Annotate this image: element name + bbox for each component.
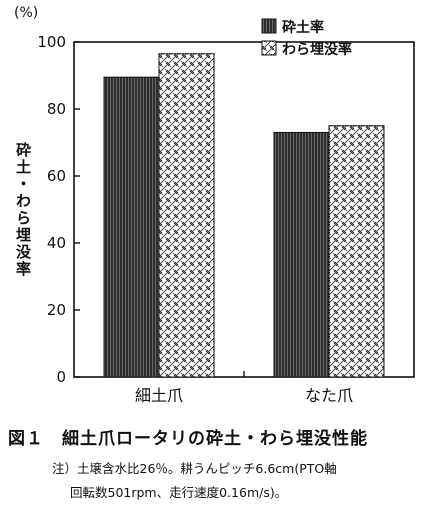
y-tick-label: 100 bbox=[37, 33, 66, 51]
bar-わら埋没率-なた爪 bbox=[328, 125, 385, 378]
bars bbox=[103, 53, 385, 378]
y-tick-label: 0 bbox=[56, 368, 66, 386]
y-axis-unit: (%) bbox=[14, 5, 39, 21]
axes bbox=[73, 41, 415, 378]
y-tick-label: 80 bbox=[47, 100, 66, 118]
y-tick-label: 20 bbox=[47, 301, 66, 319]
bar-砕土率-なた爪 bbox=[273, 131, 330, 378]
legend-label: 砕土率 bbox=[282, 19, 324, 36]
axis-labels: 0 20 40 60 80 100 細土爪 なた爪 bbox=[37, 33, 353, 405]
bar-わら埋没率-細土爪 bbox=[158, 53, 215, 378]
figure-note-line-1: 注）土壌含水比26％。耕うんピッチ6.6cm(PTO軸 bbox=[52, 461, 337, 476]
bar-砕土率-細土爪 bbox=[103, 76, 160, 378]
y-tick-label: 40 bbox=[47, 234, 66, 252]
x-tick-label: 細土爪 bbox=[135, 386, 183, 405]
legend-swatch bbox=[261, 18, 277, 34]
legend-label: わら埋没率 bbox=[282, 41, 352, 58]
y-axis-label: 砕土・わら埋没率 bbox=[14, 142, 32, 278]
legend-swatch bbox=[261, 40, 277, 56]
figure-note-line-2: 回転数501rpm、走行速度0.16m/s)。 bbox=[70, 485, 288, 500]
y-tick-label: 60 bbox=[47, 167, 66, 185]
figure-title: 図１ 細土爪ロータリの砕土・わら埋没性能 bbox=[8, 429, 368, 449]
x-tick-label: なた爪 bbox=[305, 386, 353, 405]
